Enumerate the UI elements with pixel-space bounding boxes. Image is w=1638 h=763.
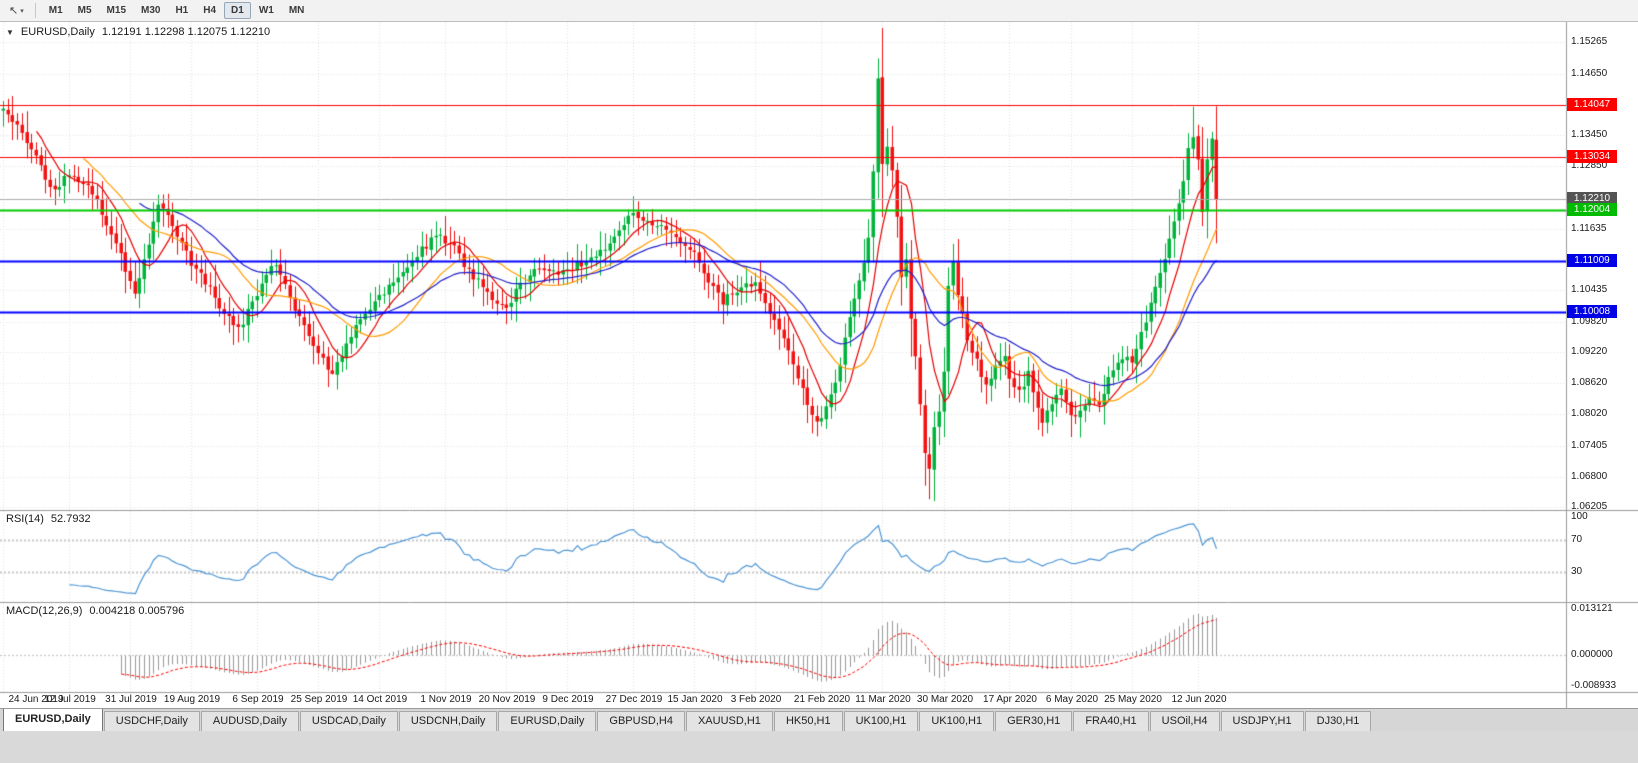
price-axis-label: 1.10435: [1571, 284, 1608, 295]
chart-tab-ger30-h1[interactable]: GER30,H1: [995, 711, 1073, 731]
macd-values-text: 0.004218 0.005796: [89, 605, 185, 617]
timeframe-buttons-group: M1 M5 M15 M30 H1 H4 D1 W1 MN: [42, 2, 312, 19]
date-axis-label: 17 Apr 2020: [983, 694, 1037, 705]
rsi-title-text: RSI(14): [6, 513, 44, 525]
price-level-badge[interactable]: 1.10008: [1567, 305, 1617, 318]
price-axis-label: 1.06800: [1571, 471, 1608, 482]
chart-tab-fra40-h1[interactable]: FRA40,H1: [1073, 711, 1149, 731]
cursor-tool-button[interactable]: ↖ ▾: [4, 2, 29, 19]
chart-tab-eurusd-daily[interactable]: EURUSD,Daily: [3, 709, 103, 731]
current-price-badge[interactable]: 1.12210: [1567, 192, 1617, 205]
timeframe-button-h4[interactable]: H4: [196, 2, 223, 19]
rsi-indicator-label: RSI(14) 52.7932: [6, 513, 91, 525]
date-axis-label: 3 Feb 2020: [730, 694, 782, 705]
rsi-axis-label: 70: [1571, 534, 1583, 545]
timeframe-button-m1[interactable]: M1: [42, 2, 70, 19]
rsi-axis-label: 100: [1571, 511, 1588, 522]
date-axis-label: 19 Aug 2019: [163, 694, 221, 705]
collapse-chart-icon[interactable]: ▼: [6, 27, 14, 37]
date-axis-label: 20 Nov 2019: [478, 694, 536, 705]
date-axis-label: 15 Jan 2020: [667, 694, 723, 705]
chart-tab-dj30-h1[interactable]: DJ30,H1: [1304, 711, 1372, 731]
price-level-badge[interactable]: 1.13034: [1567, 150, 1617, 163]
bottom-strip: [0, 731, 1638, 763]
chart-tab-usoil-h4[interactable]: USOil,H4: [1149, 711, 1220, 731]
date-axis-label: 6 May 2020: [1045, 694, 1099, 705]
macd-title-text: MACD(12,26,9): [6, 605, 83, 617]
toolbar-separator: [34, 3, 36, 18]
date-axis-label: 25 May 2020: [1104, 694, 1162, 705]
chart-title: ▼ EURUSD,Daily 1.12191 1.12298 1.12075 1…: [6, 26, 270, 38]
price-axis-label: 1.09220: [1571, 346, 1608, 357]
price-axis-label: 1.06205: [1571, 501, 1608, 512]
price-chart-canvas[interactable]: [0, 22, 1638, 708]
price-axis-label: 1.08620: [1571, 377, 1608, 388]
date-axis-label: 6 Sep 2019: [232, 694, 284, 705]
timeframe-button-m15[interactable]: M15: [100, 2, 133, 19]
chart-tab-eurusd-daily[interactable]: EURUSD,Daily: [498, 711, 597, 731]
chart-symbol-label: EURUSD,Daily: [20, 26, 95, 38]
chart-tab-gbpusd-h4[interactable]: GBPUSD,H4: [597, 711, 685, 731]
date-axis-label: 12 Jun 2020: [1171, 694, 1227, 705]
date-axis-label: 24 Jun 2019: [8, 694, 64, 705]
timeframe-button-h1[interactable]: H1: [168, 2, 195, 19]
price-axis-label: 1.08020: [1571, 408, 1608, 419]
macd-axis-label: -0.008933: [1571, 680, 1617, 691]
price-axis-label: 1.13450: [1571, 129, 1608, 140]
price-level-badge[interactable]: 1.14047: [1567, 98, 1617, 111]
date-axis-label: 11 Mar 2020: [855, 694, 911, 705]
timeframe-button-w1[interactable]: W1: [252, 2, 281, 19]
timeframe-button-m5[interactable]: M5: [71, 2, 99, 19]
date-axis-label: 21 Feb 2020: [793, 694, 851, 705]
macd-indicator-label: MACD(12,26,9) 0.004218 0.005796: [6, 605, 184, 617]
chart-region: ▼ EURUSD,Daily 1.12191 1.12298 1.12075 1…: [0, 22, 1638, 708]
date-axis-label: 1 Nov 2019: [420, 694, 472, 705]
chart-tab-usdcnh-daily[interactable]: USDCNH,Daily: [398, 711, 498, 731]
chevron-down-icon: ▾: [20, 7, 24, 15]
timeframe-button-d1[interactable]: D1: [224, 2, 251, 19]
timeframe-button-mn[interactable]: MN: [282, 2, 312, 19]
chart-tab-usdchf-daily[interactable]: USDCHF,Daily: [103, 711, 200, 731]
chart-tab-usdjpy-h1[interactable]: USDJPY,H1: [1220, 711, 1304, 731]
timeframe-toolbar: ↖ ▾ M1 M5 M15 M30 H1 H4 D1 W1 MN: [0, 0, 1638, 22]
price-axis-label: 1.11635: [1571, 223, 1607, 234]
price-axis-label: 1.12850: [1571, 160, 1608, 171]
chart-tab-usdcad-daily[interactable]: USDCAD,Daily: [299, 711, 398, 731]
date-axis-label: 30 Mar 2020: [916, 694, 974, 705]
price-axis-label: 1.07405: [1571, 440, 1608, 451]
chart-tab-uk100-h1[interactable]: UK100,H1: [843, 711, 919, 731]
date-axis-label: 25 Sep 2019: [290, 694, 348, 705]
price-level-badge[interactable]: 1.11009: [1567, 254, 1617, 267]
cursor-icon: ↖: [9, 5, 19, 17]
chart-tab-hk50-h1[interactable]: HK50,H1: [773, 711, 843, 731]
price-axis-label: 1.15265: [1571, 36, 1608, 47]
date-axis-label: 27 Dec 2019: [605, 694, 663, 705]
chart-tab-uk100-h1[interactable]: UK100,H1: [919, 711, 995, 731]
date-axis-label: 9 Dec 2019: [542, 694, 594, 705]
price-axis-label: 1.14650: [1571, 68, 1608, 79]
macd-axis-label: 0.013121: [1571, 603, 1613, 614]
date-axis-label: 12 Jul 2019: [44, 694, 96, 705]
date-axis-label: 31 Jul 2019: [105, 694, 157, 705]
chart-tab-audusd-daily[interactable]: AUDUSD,Daily: [200, 711, 299, 731]
chart-ohlc-values: 1.12191 1.12298 1.12075 1.12210: [101, 26, 271, 38]
timeframe-button-m30[interactable]: M30: [134, 2, 167, 19]
rsi-value-text: 52.7932: [50, 513, 91, 525]
macd-axis-label: 0.000000: [1571, 649, 1613, 660]
date-axis-label: 14 Oct 2019: [352, 694, 408, 705]
price-axis-label: 1.09820: [1571, 316, 1608, 327]
chart-tabs-bar: EURUSD,Daily USDCHF,Daily AUDUSD,Daily USDC…: [0, 708, 1638, 731]
rsi-axis-label: 30: [1571, 566, 1583, 577]
price-level-badge[interactable]: 1.12004: [1567, 203, 1617, 216]
chart-tab-xauusd-h1[interactable]: XAUUSD,H1: [685, 711, 773, 731]
